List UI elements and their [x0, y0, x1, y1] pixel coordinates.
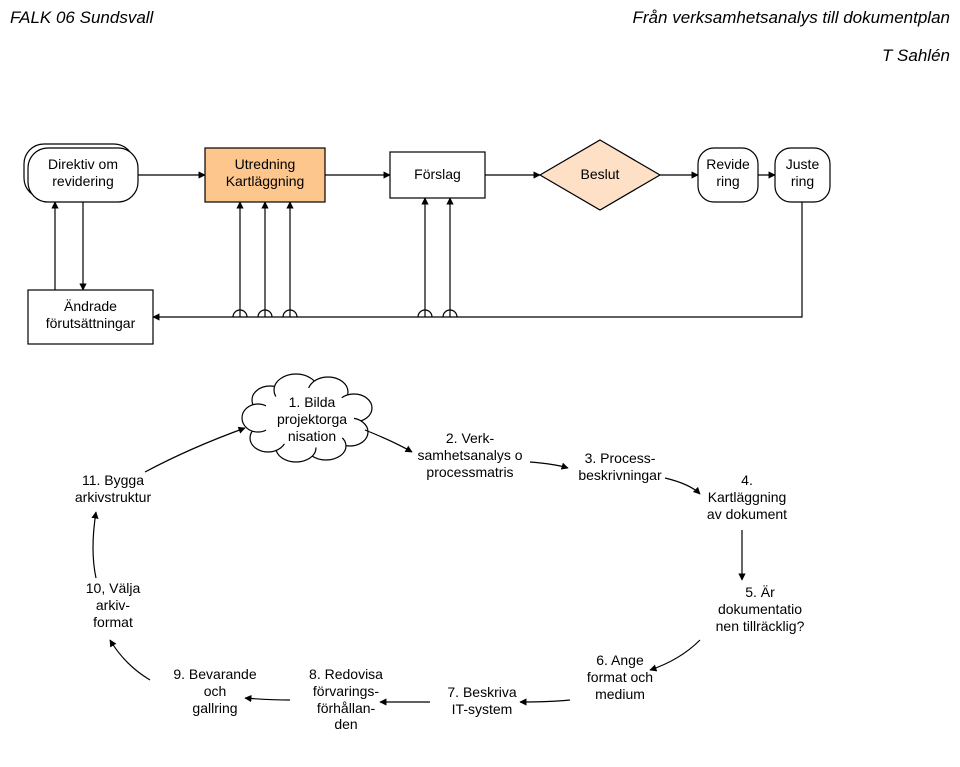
- lbl-andra: Ändradeförutsättningar: [28, 298, 153, 332]
- lbl-c1: 1. Bildaprojektorganisation: [262, 394, 362, 444]
- edge-11-1: [145, 428, 245, 472]
- diagram-canvas: [0, 0, 960, 767]
- lbl-juste: Justering: [775, 156, 830, 190]
- edge-10-11: [93, 512, 96, 578]
- lbl-c3: 3. Process-beskrivningar: [560, 450, 680, 484]
- lbl-c8: 8. Redovisaförvarings-förhållan-den: [296, 666, 396, 733]
- lbl-c11: 11. Byggaarkivstruktur: [58, 472, 168, 506]
- lbl-c4: 4.Kartläggningav dokument: [692, 472, 802, 522]
- edge-bus-main: [153, 202, 802, 317]
- lbl-c2: 2. Verk-samhetsanalys oprocessmatris: [405, 430, 535, 480]
- lbl-forslag: Förslag: [390, 166, 485, 183]
- edge-9-10: [110, 640, 150, 680]
- lbl-c10: 10, Väljaarkiv-format: [68, 580, 158, 630]
- lbl-utredning: UtredningKartläggning: [205, 156, 325, 190]
- lbl-c6: 6. Angeformat ochmedium: [570, 652, 670, 702]
- lbl-revidering: Direktiv omrevidering: [28, 156, 138, 190]
- lbl-revide: Revidering: [698, 156, 758, 190]
- lbl-beslut: Beslut: [540, 166, 660, 183]
- lbl-c7: 7. BeskrivaIT-system: [432, 684, 532, 718]
- lbl-c5: 5. Ärdokumentationen tillräcklig?: [700, 584, 820, 634]
- lbl-c9: 9. Bevarandeochgallring: [160, 666, 270, 716]
